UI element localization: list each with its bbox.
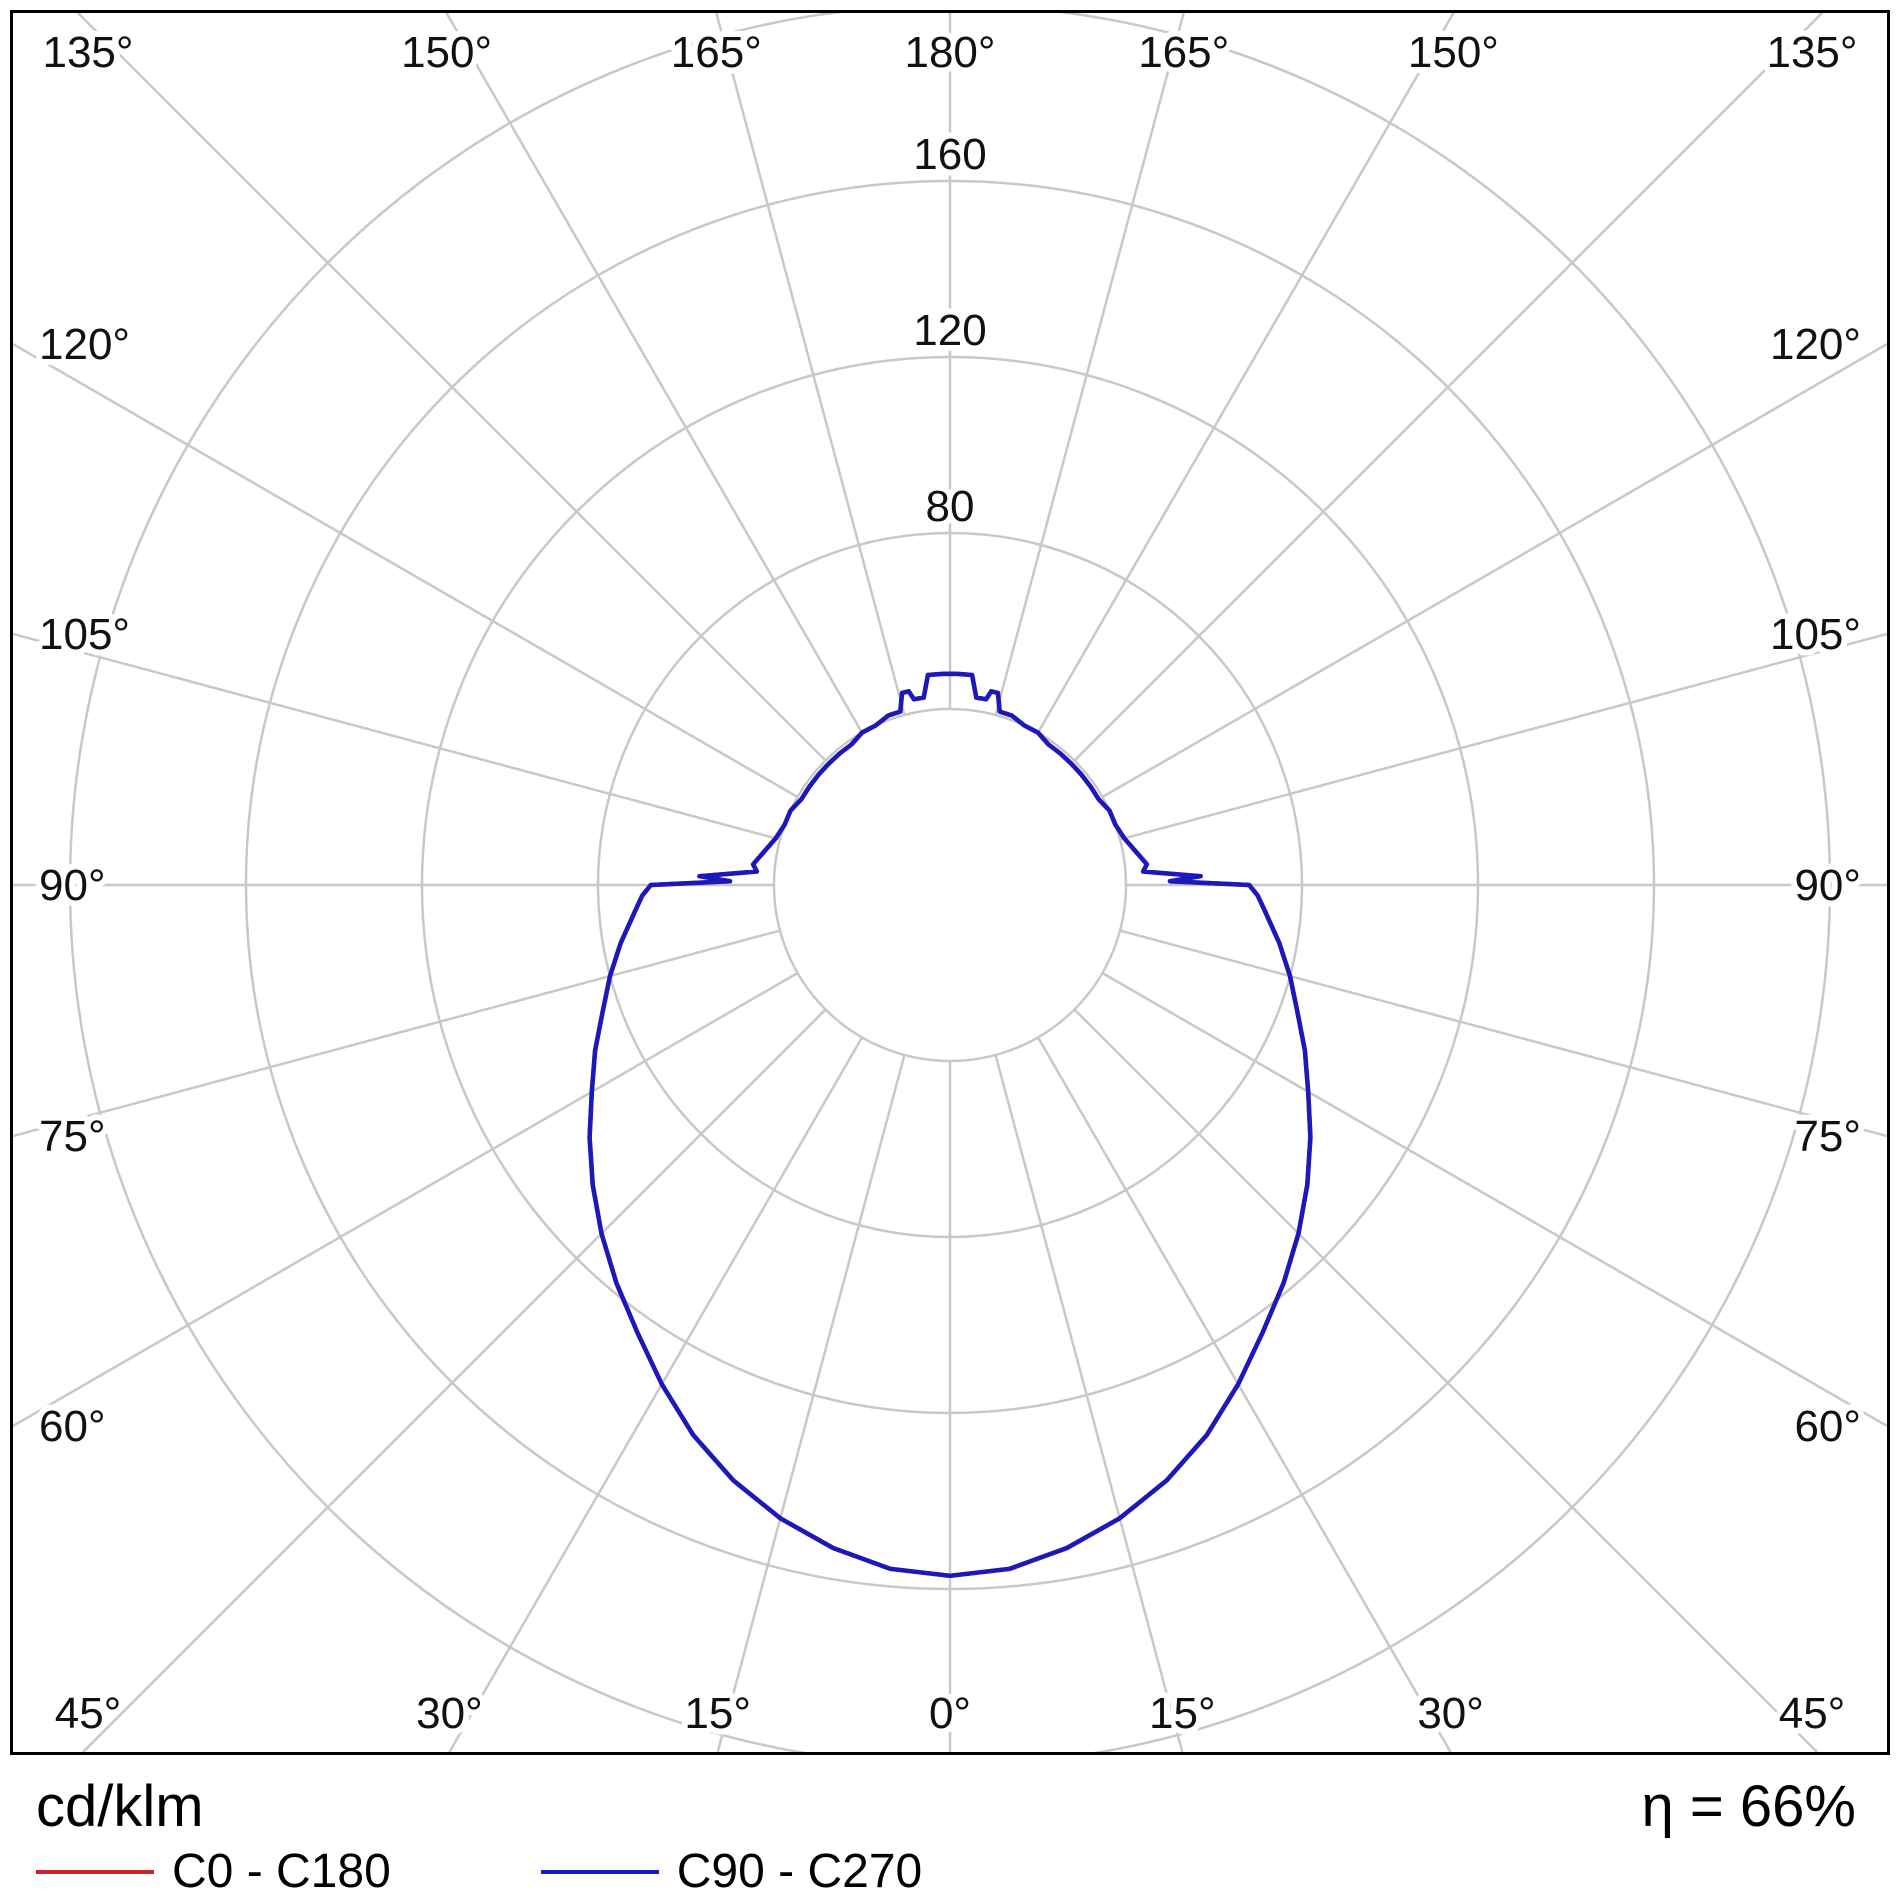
grid-spoke: [13, 929, 781, 1138]
legend-item-c0-c180: C0 - C180: [36, 1848, 391, 1896]
grid-spoke: [1036, 13, 1455, 734]
polar-chart: 0° 15° 15° 30° 30° 45° 45° 60° 60° 75° 75° 90° 90° 10…: [13, 13, 1887, 1752]
axis-label: 135°: [42, 28, 133, 77]
polar-plot-frame: 0° 15° 15° 30° 30° 45° 45° 60° 60° 75° 75° 90° 90° 10…: [10, 10, 1890, 1755]
axis-label: 160: [913, 130, 986, 179]
c0-c180-line-swatch: [36, 1870, 154, 1874]
grid-spoke: [13, 632, 781, 841]
unit-label: cd/klm: [36, 1774, 204, 1839]
axis-label: 75°: [39, 1112, 106, 1161]
grid-spoke: [1073, 1008, 1818, 1752]
grid-spoke: [1073, 13, 1823, 762]
axis-label: 80: [926, 482, 975, 531]
axis-label: 60°: [39, 1402, 106, 1451]
grid-spoke: [445, 13, 864, 734]
grid-spoke: [1036, 1036, 1452, 1752]
grid-ring: [772, 707, 1128, 1063]
axis-label: 120°: [39, 320, 130, 369]
series-path-1: [587, 671, 1313, 1579]
series-curves: [587, 671, 1313, 1579]
axis-label: 105°: [39, 610, 130, 659]
axis-label: 30°: [1417, 1689, 1484, 1738]
axis-label: 120: [913, 306, 986, 355]
polar-grid: [13, 13, 1887, 1752]
c90-c270-line-swatch: [540, 1870, 659, 1874]
grid-spoke: [77, 13, 827, 762]
axis-label: 30°: [416, 1689, 483, 1738]
axis-label: 0°: [929, 1689, 971, 1738]
axis-label: 105°: [1770, 610, 1861, 659]
legend-item-c90-c270: C90 - C270: [540, 1845, 923, 1898]
axis-label: 150°: [1408, 28, 1499, 77]
grid-spoke: [1101, 971, 1887, 1428]
grid-spoke: [1119, 632, 1887, 841]
axis-label: 120°: [1770, 320, 1861, 369]
grid-spoke: [13, 342, 799, 799]
axis-label: 165°: [1138, 28, 1229, 77]
axis-label: 15°: [1149, 1689, 1216, 1738]
axis-label: 180°: [904, 28, 995, 77]
legend-label-c0-c180: C0 - C180: [172, 1845, 391, 1898]
grid-spoke: [448, 1036, 864, 1752]
grid-spoke: [716, 1054, 906, 1752]
efficiency-label: η = 66%: [1641, 1774, 1856, 1839]
grid-spoke: [1101, 342, 1887, 799]
grid-spoke: [13, 971, 799, 1428]
axis-label: 45°: [1779, 1689, 1846, 1738]
grid-spoke: [994, 13, 1185, 716]
grid-spoke: [715, 13, 906, 716]
axis-label: 150°: [401, 28, 492, 77]
axis-label: 165°: [671, 28, 762, 77]
axis-label: 135°: [1766, 28, 1857, 77]
axis-label: 75°: [1794, 1112, 1861, 1161]
axis-label: 15°: [684, 1689, 751, 1738]
axis-label: 60°: [1794, 1402, 1861, 1451]
axis-label: 90°: [39, 861, 106, 910]
axis-label: 90°: [1794, 861, 1861, 910]
axis-labels: 0° 15° 15° 30° 30° 45° 45° 60° 60° 75° 75° 90° 90° 10…: [33, 22, 1867, 1744]
chart-legend: C0 - C180 C90 - C270: [36, 1848, 1864, 1896]
grid-spoke: [1119, 929, 1887, 1138]
grid-spoke: [994, 1054, 1184, 1752]
axis-label: 45°: [55, 1689, 122, 1738]
grid-spoke: [82, 1008, 827, 1752]
legend-label-c90-c270: C90 - C270: [676, 1845, 923, 1898]
